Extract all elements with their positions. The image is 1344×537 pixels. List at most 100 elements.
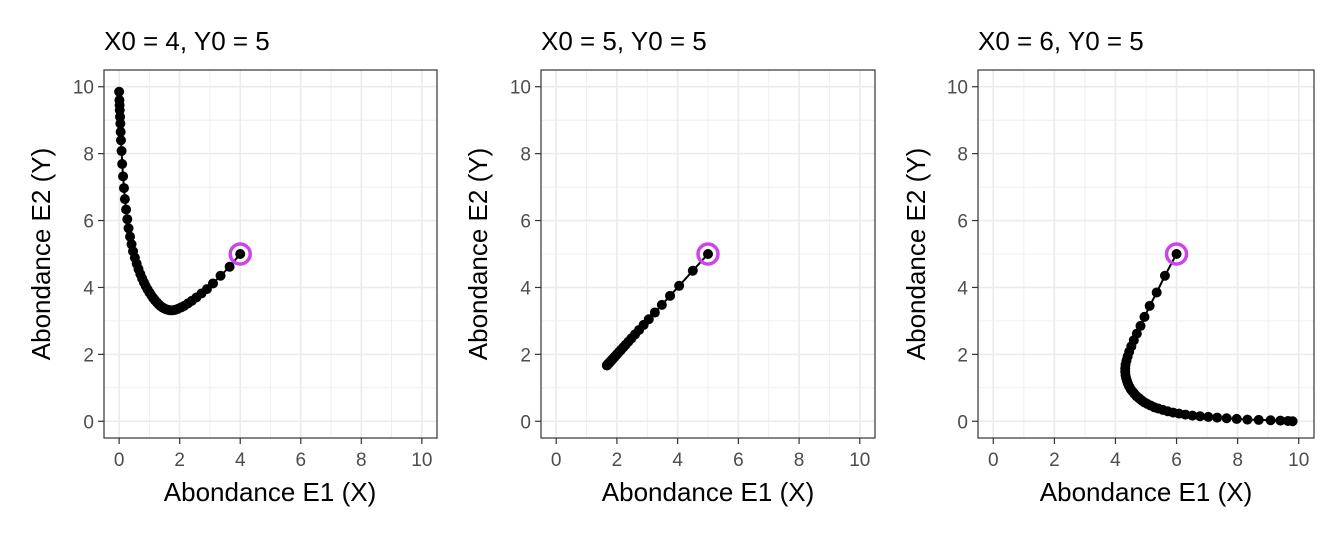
panel-3-y-tick-label: 10 <box>947 78 968 99</box>
panel-3-x-tick-label: 10 <box>1288 450 1309 471</box>
panel-1-x-tick-label: 10 <box>411 450 432 471</box>
panel-1-y-tick-label: 0 <box>83 412 94 433</box>
panel-3-data-point <box>1144 300 1155 311</box>
panel-3-data-point <box>1253 414 1264 425</box>
panel-1-data-point <box>114 95 125 106</box>
panel-2-x-tick-label: 2 <box>612 450 623 471</box>
panel-1-data-point <box>126 239 137 250</box>
panel-2-start-marker <box>696 242 720 266</box>
panel-1-y-tick-label: 4 <box>83 278 94 299</box>
panel-3-data-point <box>1159 270 1170 281</box>
panel-1-border <box>103 69 438 439</box>
panel-2-data-point <box>674 280 685 291</box>
panel-3-y-tick-label: 4 <box>957 278 968 299</box>
panel-1-data-point <box>114 86 125 97</box>
panel-3-data-point <box>1203 411 1214 422</box>
panel-1-title: X0 = 4, Y0 = 5 <box>104 26 270 56</box>
panel-3-data-point <box>1275 415 1286 426</box>
panel-1-data-point <box>117 159 128 170</box>
panel-1-start-marker <box>228 242 252 266</box>
panel-3-y-tick-label: 8 <box>957 145 968 166</box>
panel-1-data-point <box>122 214 133 225</box>
panel-1-data-point <box>116 145 127 156</box>
panel-2-x-axis-title: Abondance E1 (X) <box>602 477 814 507</box>
panel-2-x-tick-label: 4 <box>672 450 683 471</box>
panel-3-data-point <box>1195 411 1206 422</box>
panel-1-data-point <box>224 261 235 272</box>
panel-2-plot-area: 0 2 4 6 8 10 0 2 4 6 8 10 <box>510 69 876 471</box>
panel-3-data-point <box>1151 287 1162 298</box>
panel-3: X0 = 6, Y0 = 5 0 2 4 6 8 10 0 2 4 6 8 10 Abondance … <box>901 26 1315 507</box>
panel-1-y-tick-label: 6 <box>83 212 94 233</box>
panel-1-data-point <box>125 231 136 242</box>
panel-2-data-point <box>665 290 676 301</box>
panel-3-y-axis-title: Abondance E2 (Y) <box>901 148 931 360</box>
panel-2-data-point <box>703 249 713 259</box>
panel-3-data-point <box>1139 311 1150 322</box>
panel-2-title: X0 = 5, Y0 = 5 <box>541 26 707 56</box>
panel-2-data-point <box>649 307 660 318</box>
panel-1-y-tick-label: 8 <box>83 145 94 166</box>
panel-1-data-point <box>115 126 126 137</box>
panel-3-data-point <box>1135 320 1146 331</box>
panel-2-x-tick-label: 8 <box>794 450 805 471</box>
panel-1-x-tick-label: 0 <box>114 450 125 471</box>
panel-3-x-tick-label: 2 <box>1049 450 1060 471</box>
panel-2-y-tick-label: 0 <box>520 412 531 433</box>
panel-3-data-point <box>1187 410 1198 421</box>
panel-3-data-point <box>1242 414 1253 425</box>
panel-1-data-point <box>115 135 126 146</box>
panel-2-data-point <box>656 299 667 310</box>
panel-1-x-axis-title: Abondance E1 (X) <box>164 477 376 507</box>
panel-3-border <box>977 69 1315 439</box>
panel-1-data-point <box>215 270 226 281</box>
panel-2-y-tick-label: 6 <box>520 212 531 233</box>
panel-1-data-point <box>118 171 129 182</box>
panel-1-y-tick-label: 10 <box>73 78 94 99</box>
panel-1-x-tick-label: 8 <box>356 450 367 471</box>
panel-1-data-point <box>118 183 129 194</box>
panel-3-data-point <box>1287 416 1298 427</box>
panel-2-y-axis-title: Abondance E2 (Y) <box>463 148 493 360</box>
panel-1-x-tick-label: 6 <box>295 450 306 471</box>
panel-3-data-point <box>1221 413 1232 424</box>
panel-3-y-tick-label: 0 <box>957 412 968 433</box>
panel-1-y-tick-label: 2 <box>83 345 94 366</box>
panel-3-x-axis-title: Abondance E1 (X) <box>1040 477 1252 507</box>
panel-1-x-tick-label: 2 <box>174 450 185 471</box>
panel-2-x-tick-label: 0 <box>551 450 562 471</box>
panel-2: X0 = 5, Y0 = 5 0 2 4 6 8 10 0 2 4 6 8 10 Abondance … <box>463 26 876 507</box>
panel-3-data-point <box>1212 412 1223 423</box>
panel-1-data-point <box>119 194 130 205</box>
panel-3-plot-area: 0 2 4 6 8 10 0 2 4 6 8 10 <box>947 69 1315 471</box>
panel-1-y-axis-title: Abondance E2 (Y) <box>26 148 56 360</box>
panel-2-y-tick-label: 4 <box>520 278 531 299</box>
panel-2-x-tick-label: 6 <box>733 450 744 471</box>
panel-1-x-tick-label: 4 <box>235 450 246 471</box>
panel-3-x-tick-label: 4 <box>1110 450 1121 471</box>
panel-2-border <box>540 69 876 439</box>
panel-2-data-point <box>601 360 612 371</box>
panel-2-y-tick-label: 10 <box>510 78 531 99</box>
panel-3-data-point <box>1171 249 1182 259</box>
panel-1-data-point <box>235 249 246 259</box>
panel-1-plot-area: 0 2 4 6 8 10 0 2 4 6 8 10 <box>73 69 438 471</box>
panel-2-y-tick-label: 8 <box>520 145 531 166</box>
panel-3-start-marker <box>1164 242 1189 266</box>
panel-1-data-point <box>123 223 134 234</box>
panel-3-data-point <box>1231 413 1242 424</box>
panel-2-y-tick-label: 2 <box>520 345 531 366</box>
panel-3-x-tick-label: 6 <box>1171 450 1182 471</box>
panel-3-x-tick-label: 0 <box>988 450 999 471</box>
panel-3-title: X0 = 6, Y0 = 5 <box>978 26 1144 56</box>
panel-2-x-tick-label: 10 <box>849 450 870 471</box>
panel-3-x-tick-label: 8 <box>1232 450 1243 471</box>
panel-3-y-tick-label: 2 <box>957 345 968 366</box>
panel-3-data-point <box>1265 415 1276 426</box>
panel-2-data-point <box>687 265 698 276</box>
panel-1-data-point <box>121 204 132 215</box>
panel-1: X0 = 4, Y0 = 5 0 2 4 6 8 10 0 2 4 6 8 10 Abondance … <box>26 26 438 507</box>
panel-3-y-tick-label: 6 <box>957 212 968 233</box>
